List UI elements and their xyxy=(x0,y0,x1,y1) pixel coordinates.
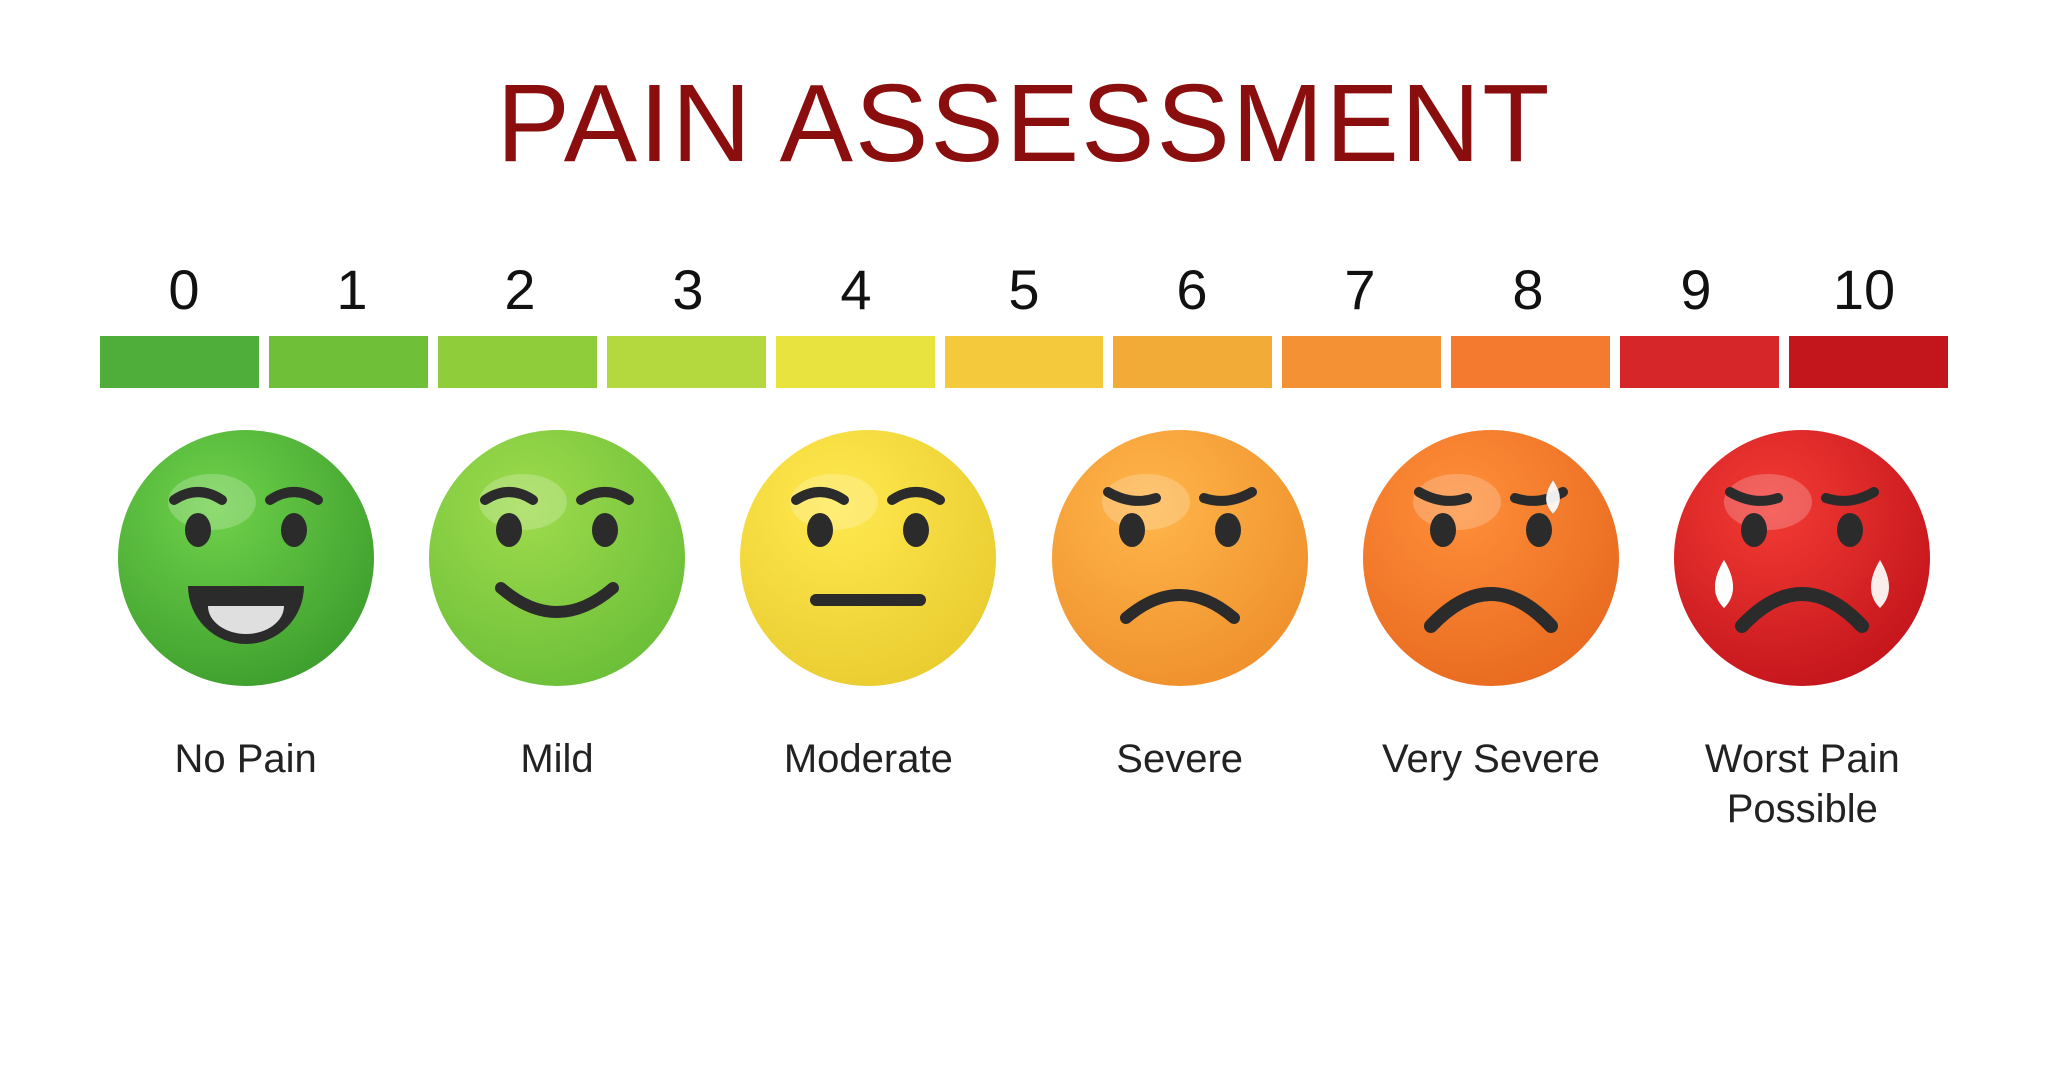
face-mild-icon xyxy=(427,428,687,688)
scale-segment-5 xyxy=(945,336,1104,388)
scale-ticks-row: 012345678910 xyxy=(80,257,1968,322)
face-col-very-severe: Very Severe xyxy=(1335,428,1646,834)
face-label-very-severe: Very Severe xyxy=(1382,734,1600,784)
face-severe-icon xyxy=(1050,428,1310,688)
scale-tick-9: 9 xyxy=(1612,257,1780,322)
scale-tick-2: 2 xyxy=(436,257,604,322)
face-no-pain-icon xyxy=(116,428,376,688)
pain-assessment-infographic: PAIN ASSESSMENT 012345678910 No Pain xyxy=(0,0,2048,1078)
face-col-worst: Worst Pain Possible xyxy=(1647,428,1958,834)
faces-row: No Pain Mild xyxy=(80,428,1968,834)
face-label-worst: Worst Pain Possible xyxy=(1705,734,1900,834)
face-col-no-pain: No Pain xyxy=(90,428,401,834)
scale-tick-10: 10 xyxy=(1780,257,1948,322)
scale-segment-7 xyxy=(1282,336,1441,388)
face-label-no-pain: No Pain xyxy=(175,734,317,784)
scale-segment-10 xyxy=(1789,336,1948,388)
scale-tick-4: 4 xyxy=(772,257,940,322)
face-label-moderate: Moderate xyxy=(784,734,953,784)
scale-bar-row xyxy=(80,336,1968,388)
scale-segment-8 xyxy=(1451,336,1610,388)
face-moderate-icon xyxy=(738,428,998,688)
scale-segment-9 xyxy=(1620,336,1779,388)
face-col-mild: Mild xyxy=(401,428,712,834)
scale-tick-6: 6 xyxy=(1108,257,1276,322)
scale-segment-2 xyxy=(438,336,597,388)
scale-segment-4 xyxy=(776,336,935,388)
scale-tick-5: 5 xyxy=(940,257,1108,322)
face-worst-icon xyxy=(1672,428,1932,688)
scale-segment-0 xyxy=(100,336,259,388)
scale-tick-7: 7 xyxy=(1276,257,1444,322)
face-col-moderate: Moderate xyxy=(713,428,1024,834)
scale-segment-3 xyxy=(607,336,766,388)
face-label-severe: Severe xyxy=(1116,734,1243,784)
face-col-severe: Severe xyxy=(1024,428,1335,834)
scale-segment-6 xyxy=(1113,336,1272,388)
scale-tick-0: 0 xyxy=(100,257,268,322)
scale-tick-8: 8 xyxy=(1444,257,1612,322)
scale-segment-1 xyxy=(269,336,428,388)
face-very-severe-icon xyxy=(1361,428,1621,688)
scale-tick-3: 3 xyxy=(604,257,772,322)
scale-tick-1: 1 xyxy=(268,257,436,322)
page-title: PAIN ASSESSMENT xyxy=(80,60,1968,187)
face-label-mild: Mild xyxy=(520,734,593,784)
